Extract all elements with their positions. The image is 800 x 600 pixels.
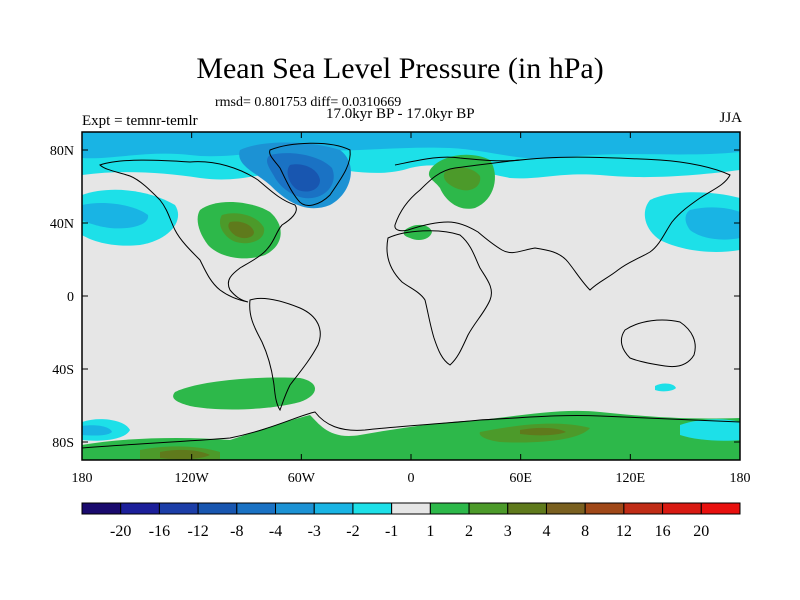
colorbar-label: -4 — [269, 523, 282, 540]
latitude-ticks: 80N 40N 0 40S 80S — [50, 144, 740, 451]
colorbar-label: 16 — [655, 523, 671, 540]
colorbar-label: -16 — [149, 523, 170, 540]
colorbar-swatch — [158, 502, 199, 515]
arctic-coast-outline — [394, 156, 521, 166]
lon-tick-label: 0 — [408, 471, 415, 486]
colorbar-label: 12 — [616, 523, 632, 540]
colorbar-swatch — [197, 502, 238, 515]
colorbar-swatch — [120, 502, 160, 515]
lat-tick-label: 40S — [52, 363, 74, 378]
colorbar-swatch — [700, 502, 741, 515]
lat-tick-label: 80S — [52, 436, 74, 451]
greenland-outline — [269, 142, 351, 206]
lon-tick-label: 120E — [616, 471, 646, 486]
colorbar-label: 1 — [426, 523, 434, 540]
colorbar-swatch — [545, 502, 586, 515]
ross-sea-negative-core — [82, 425, 112, 436]
colorbar-label: 20 — [693, 523, 709, 540]
australia-outline — [620, 319, 696, 368]
pacific-sector-negative — [680, 419, 740, 441]
south-america-outline — [249, 297, 321, 412]
indian-ocean-negative — [655, 383, 676, 392]
lon-tick-label: 120W — [175, 471, 210, 486]
greenland-negative-center — [287, 164, 320, 192]
lat-tick-label: 0 — [67, 290, 74, 305]
colorbar-label: 3 — [504, 523, 512, 540]
colorbar-label: 2 — [465, 523, 473, 540]
map-title: Mean Sea Level Pressure (in hPa) — [196, 52, 604, 85]
colorbar-label: -2 — [346, 523, 359, 540]
north-pacific-negative-core — [82, 203, 149, 229]
scandinavia-positive-core — [443, 167, 481, 191]
south-pacific-positive — [173, 377, 315, 410]
antarctica-outline — [82, 411, 740, 449]
lat-tick-label: 80N — [50, 144, 74, 159]
colorbar-label: -3 — [308, 523, 321, 540]
colorbar-swatch — [584, 502, 625, 515]
north-america-outline — [99, 159, 297, 303]
antarctic-positive-band — [82, 410, 740, 460]
lon-tick-label: 60E — [509, 471, 532, 486]
colorbar-swatch — [468, 502, 509, 515]
eurasia-outline — [394, 156, 731, 291]
colorbar-label: -20 — [110, 523, 131, 540]
colorbar-label: -12 — [187, 523, 208, 540]
anomaly-fields — [82, 132, 740, 460]
antarctic-positive-center — [160, 427, 566, 460]
lon-tick-label: 180 — [730, 471, 751, 486]
colorbar-swatch — [275, 502, 315, 515]
lon-tick-label: 180 — [72, 471, 93, 486]
colorbar-swatch — [429, 502, 470, 515]
stats-line: rmsd= 0.801753 diff= 0.0310669 — [215, 95, 402, 110]
lat-tick-label: 40N — [50, 217, 74, 232]
north-america-positive-center — [228, 221, 254, 239]
colorbar-label: 8 — [581, 523, 589, 540]
map-background — [82, 132, 740, 460]
experiment-label: Expt = temnr-temlr — [82, 113, 198, 129]
colorbar-swatch — [391, 502, 431, 515]
colorbar-swatch — [623, 502, 664, 515]
period-label: 17.0kyr BP - 17.0kyr BP — [326, 106, 475, 122]
colorbar-swatch — [81, 502, 122, 515]
colorbar-swatch — [507, 502, 547, 515]
colorbar-label: -1 — [385, 523, 398, 540]
colorbar-swatch — [236, 502, 277, 515]
colorbar-swatch — [662, 502, 702, 515]
colorbar-label: -8 — [230, 523, 243, 540]
africa-outline — [386, 230, 492, 366]
colorbar-swatch — [352, 502, 393, 515]
nw-pacific-negative-core — [685, 207, 740, 240]
colorbar: -20 -16 -12 -8 -4 -3 -2 -1 1 2 3 4 8 12 16 20 — [81, 502, 741, 540]
season-label: JJA — [719, 110, 742, 126]
coastlines — [82, 142, 740, 449]
colorbar-swatch — [313, 502, 354, 515]
colorbar-label: 4 — [542, 523, 550, 540]
longitude-ticks: 180 120W 60W 0 60E 120E 180 — [72, 132, 751, 486]
lon-tick-label: 60W — [288, 471, 316, 486]
